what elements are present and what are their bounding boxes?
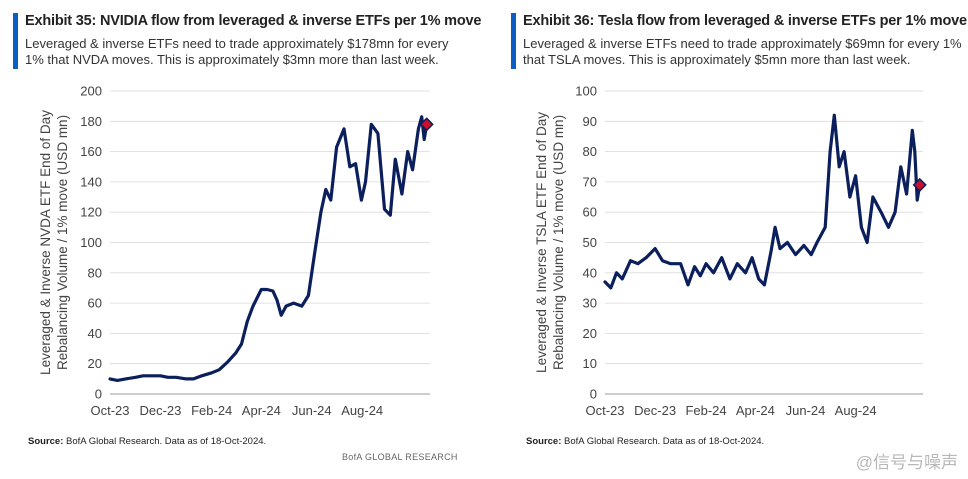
- series-line: [603, 113, 922, 290]
- x-tick-label: Oct-23: [585, 403, 624, 418]
- y-tick-label: 30: [583, 296, 597, 311]
- latest-value-marker: [419, 117, 434, 132]
- source-label: Source:: [526, 436, 562, 447]
- accent-bar: [13, 13, 18, 69]
- nvda-line-chart: 0 20 40 60 80 100 120 140 160 180 200 Oct-23 Dec-23 F…: [38, 84, 434, 418]
- x-tick-label: Jun-24: [292, 403, 332, 418]
- y-tick-label: 90: [583, 114, 597, 129]
- y-tick-label: 80: [88, 265, 102, 280]
- latest-value-marker: [912, 177, 927, 192]
- y-tick-label: 200: [80, 84, 102, 99]
- source-text: BofA Global Research. Data as of 18-Oct-…: [63, 436, 267, 447]
- chart-subtitle: Leveraged & inverse ETFs need to trade a…: [25, 36, 449, 67]
- y-tick-label: 50: [583, 235, 597, 250]
- x-tick-label: Dec-23: [139, 403, 181, 418]
- y-tick-label: 40: [583, 265, 597, 280]
- x-tick-label: Apr-24: [242, 403, 281, 418]
- x-tick-label: Aug-24: [835, 403, 877, 418]
- y-tick-label: 0: [590, 387, 597, 402]
- accent-bar: [511, 13, 516, 69]
- x-tick-label: Feb-24: [191, 403, 232, 418]
- x-tick-label: Aug-24: [341, 403, 383, 418]
- y-tick-label: 70: [583, 174, 597, 189]
- chart-title: Exhibit 35: NVIDIA flow from leveraged &…: [25, 13, 482, 29]
- exhibit-35-panel: Exhibit 35: NVIDIA flow from leveraged &…: [8, 0, 482, 479]
- bofa-credit: BofA GLOBAL RESEARCH: [342, 452, 458, 462]
- exhibit-36-panel: Exhibit 36: Tesla flow from leveraged & …: [506, 0, 968, 479]
- y-tick-label: 60: [88, 296, 102, 311]
- y-axis-title: Rebalancing Volume / 1% move (USD mn): [55, 115, 70, 370]
- chart-title: Exhibit 36: Tesla flow from leveraged & …: [523, 13, 967, 29]
- y-tick-label: 160: [80, 144, 102, 159]
- y-tick-label: 40: [88, 326, 102, 341]
- chart-subtitle: Leveraged & inverse ETFs need to trade a…: [523, 36, 962, 67]
- y-tick-label: 80: [583, 144, 597, 159]
- tsla-line-chart: 0 10 20 30 40 50 60 70 80 90 100 Oct-23 Dec-23 Feb-24…: [534, 84, 927, 418]
- series-line: [108, 115, 429, 382]
- y-tick-label: 60: [583, 205, 597, 220]
- watermark: @信号与噪声: [855, 453, 958, 472]
- y-tick-label: 0: [95, 387, 102, 402]
- source-note: Source: BofA Global Research. Data as of…: [526, 436, 764, 447]
- y-tick-label: 100: [80, 235, 102, 250]
- y-tick-label: 100: [575, 84, 597, 99]
- x-tick-label: Feb-24: [685, 403, 726, 418]
- y-axis-title: Leveraged & Inverse TSLA ETF End of Day: [534, 112, 549, 373]
- source-note: Source: BofA Global Research. Data as of…: [28, 436, 266, 447]
- y-tick-label: 20: [88, 356, 102, 371]
- y-axis-title: Rebalancing Volume / 1% move (USD mn): [551, 115, 566, 370]
- y-tick-label: 140: [80, 174, 102, 189]
- x-tick-label: Oct-23: [90, 403, 129, 418]
- y-axis-title: Leveraged & Inverse NVDA ETF End of Day: [38, 110, 53, 375]
- y-tick-label: 180: [80, 114, 102, 129]
- source-label: Source:: [28, 436, 64, 447]
- y-tick-label: 10: [583, 356, 597, 371]
- y-tick-label: 20: [583, 326, 597, 341]
- y-tick-label: 120: [80, 205, 102, 220]
- x-tick-label: Dec-23: [634, 403, 676, 418]
- x-tick-label: Jun-24: [786, 403, 826, 418]
- source-text: BofA Global Research. Data as of 18-Oct-…: [561, 436, 765, 447]
- x-tick-label: Apr-24: [736, 403, 775, 418]
